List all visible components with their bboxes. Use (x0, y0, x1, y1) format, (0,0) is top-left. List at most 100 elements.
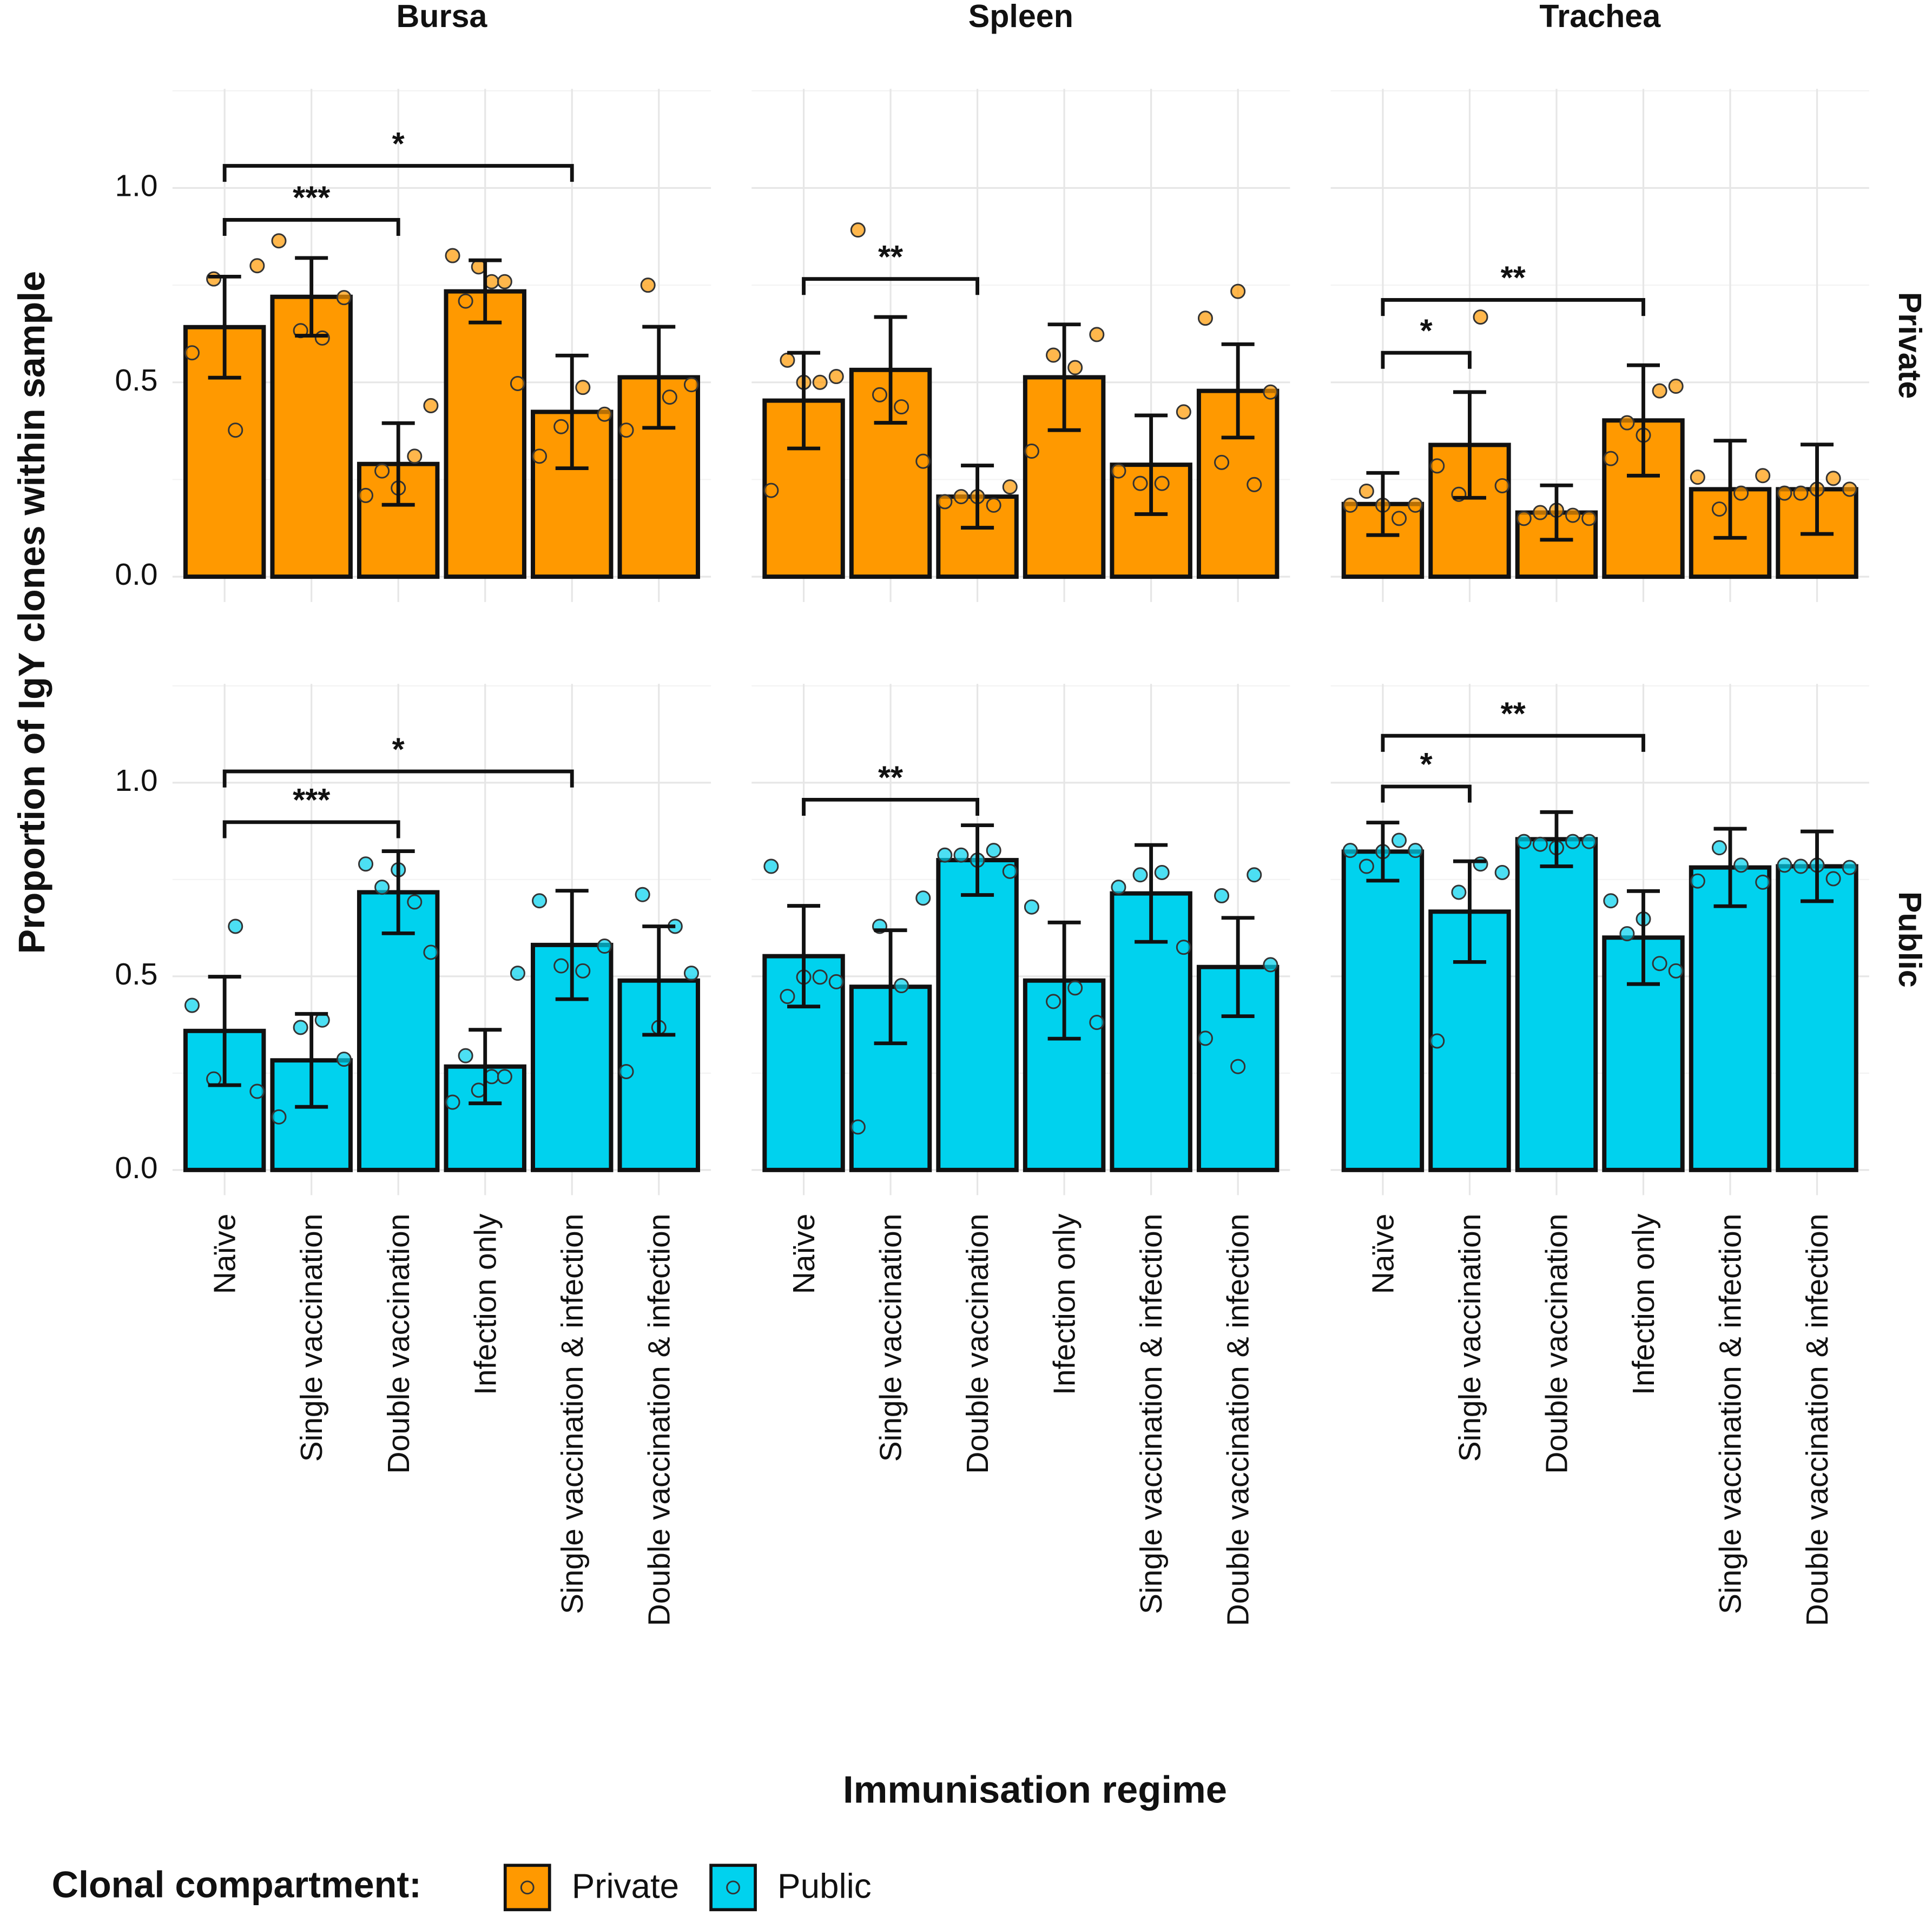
significance-label: * (1420, 312, 1433, 348)
bar (936, 858, 1019, 1172)
data-point (1473, 856, 1488, 872)
bar (270, 294, 353, 579)
data-point (1067, 980, 1083, 996)
data-point (1603, 451, 1619, 466)
data-point (763, 483, 779, 498)
data-point (1230, 1059, 1246, 1074)
data-point (497, 1069, 512, 1085)
data-point (1793, 858, 1809, 874)
data-point (1089, 1015, 1105, 1030)
legend-title: Clonal compartment: (52, 1864, 421, 1905)
data-point (1002, 863, 1018, 879)
significance-label: ** (1501, 260, 1526, 296)
data-point (553, 958, 569, 974)
data-point (1408, 497, 1423, 513)
data-point (228, 422, 243, 438)
data-point (1825, 871, 1841, 887)
data-point (249, 1083, 265, 1099)
data-point (358, 487, 374, 503)
data-point (953, 847, 969, 863)
x-tick-label: Infection only (1626, 1213, 1661, 1395)
data-point (1777, 857, 1792, 873)
data-point (1132, 475, 1148, 491)
error-bar (1713, 827, 1747, 908)
error-bar (1047, 322, 1081, 432)
error-bar (787, 904, 821, 1009)
data-point (1668, 963, 1684, 979)
data-point (986, 843, 1001, 858)
x-tick-label: Naïve (1366, 1214, 1401, 1294)
data-point (780, 352, 795, 368)
data-point (1176, 940, 1191, 955)
data-point (575, 380, 591, 395)
data-point (407, 894, 423, 910)
data-point (1111, 463, 1126, 479)
data-point (510, 375, 525, 391)
error-bar (961, 464, 994, 530)
x-tick-label: Double vaccination (381, 1214, 416, 1474)
data-point (1733, 857, 1749, 873)
error-bar (1135, 843, 1168, 944)
data-point (458, 293, 473, 309)
data-point (1154, 864, 1170, 880)
error-bar (381, 849, 415, 935)
data-point (1581, 511, 1597, 526)
row-label: Public (1892, 891, 1928, 988)
error-bar (1453, 390, 1486, 500)
data-point (1429, 1033, 1445, 1049)
error-bar (1540, 483, 1573, 542)
data-point (850, 222, 866, 238)
data-point (1690, 470, 1705, 485)
significance-label: ** (878, 239, 903, 275)
error-bar (1626, 889, 1660, 986)
error-bar (874, 928, 907, 1046)
data-point (532, 448, 548, 464)
x-tick-label: Single vaccination & infection (1134, 1214, 1169, 1614)
data-point (986, 497, 1001, 513)
error-bar (874, 315, 907, 425)
data-point (1089, 327, 1105, 342)
error-bar (555, 353, 589, 471)
significance-bracket (1381, 734, 1645, 752)
data-point (937, 494, 953, 510)
x-tick-label: Double vaccination (1540, 1214, 1574, 1474)
data-point (1359, 858, 1374, 874)
data-point (358, 856, 374, 872)
x-tick-label: Double vaccination & infection (1221, 1214, 1256, 1627)
error-bar (295, 256, 328, 338)
data-point (683, 377, 699, 393)
data-point (249, 258, 265, 274)
significance-label: * (1420, 746, 1433, 782)
error-bar (1221, 342, 1255, 440)
data-point (828, 974, 844, 989)
data-point (780, 989, 795, 1005)
y-tick-label: 0.5 (115, 957, 157, 992)
data-point (1565, 834, 1581, 849)
data-point (1247, 867, 1262, 883)
data-point (314, 330, 330, 346)
significance-bracket (222, 769, 574, 788)
data-point (812, 374, 828, 390)
data-point (1842, 481, 1857, 497)
error-bar (1366, 821, 1400, 883)
data-point (915, 453, 931, 469)
data-point (1342, 843, 1358, 858)
bar (357, 890, 440, 1172)
data-point (618, 422, 634, 438)
data-point (937, 847, 953, 863)
data-point (953, 489, 969, 505)
data-point (1711, 840, 1727, 856)
significance-bracket (1381, 784, 1472, 803)
data-point (1755, 874, 1771, 890)
error-bar (295, 1012, 328, 1109)
data-point (1230, 283, 1246, 299)
error-bar (1540, 810, 1573, 868)
data-point (1733, 485, 1749, 501)
significance-label: *** (293, 782, 330, 818)
x-tick-label: Single vaccination (1453, 1214, 1487, 1462)
data-point (1652, 956, 1667, 972)
x-tick-label: Single vaccination (874, 1214, 908, 1462)
data-point (1532, 505, 1548, 520)
data-point (1451, 884, 1467, 900)
